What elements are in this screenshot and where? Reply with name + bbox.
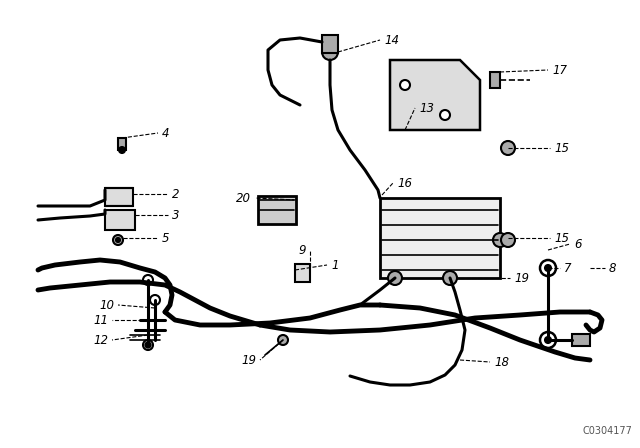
Bar — [105, 210, 135, 230]
Text: 10: 10 — [99, 298, 114, 311]
Circle shape — [400, 80, 410, 90]
Circle shape — [501, 233, 515, 247]
Circle shape — [501, 141, 515, 155]
Text: 20: 20 — [236, 191, 251, 204]
Text: 8: 8 — [609, 262, 616, 275]
Circle shape — [145, 342, 151, 348]
Text: 2: 2 — [172, 188, 179, 201]
Bar — [295, 264, 310, 282]
Circle shape — [545, 265, 551, 271]
Text: 5: 5 — [162, 232, 170, 245]
Circle shape — [116, 238, 120, 242]
Text: 19: 19 — [514, 271, 529, 284]
Text: 6: 6 — [574, 237, 582, 250]
Text: 15: 15 — [554, 232, 569, 245]
Circle shape — [143, 340, 153, 350]
Text: 19: 19 — [241, 353, 256, 366]
Circle shape — [150, 295, 160, 305]
Circle shape — [545, 337, 551, 343]
Circle shape — [540, 260, 556, 276]
Circle shape — [322, 44, 338, 60]
Bar — [322, 35, 338, 53]
Text: 3: 3 — [172, 208, 179, 221]
Text: 4: 4 — [162, 126, 170, 139]
Circle shape — [493, 233, 507, 247]
Text: 14: 14 — [384, 34, 399, 47]
Text: 7: 7 — [564, 262, 572, 275]
Bar — [380, 198, 500, 278]
Bar — [118, 138, 126, 150]
Text: 12: 12 — [93, 333, 108, 346]
Text: 11: 11 — [93, 314, 108, 327]
Text: C0304177: C0304177 — [582, 426, 632, 436]
Circle shape — [388, 271, 402, 285]
Text: 16: 16 — [397, 177, 412, 190]
Polygon shape — [390, 60, 480, 130]
Bar — [258, 196, 296, 224]
Text: 15: 15 — [554, 142, 569, 155]
Text: 13: 13 — [419, 102, 434, 115]
Circle shape — [113, 235, 123, 245]
Circle shape — [143, 275, 153, 285]
Text: 18: 18 — [494, 356, 509, 369]
Circle shape — [443, 271, 457, 285]
Circle shape — [278, 335, 288, 345]
Circle shape — [119, 147, 125, 153]
Text: 17: 17 — [552, 64, 567, 77]
Bar — [572, 334, 590, 346]
Bar — [490, 72, 500, 88]
Circle shape — [540, 332, 556, 348]
Text: 1: 1 — [331, 258, 339, 271]
Text: 9: 9 — [298, 244, 306, 257]
Circle shape — [440, 110, 450, 120]
Bar — [105, 188, 133, 206]
